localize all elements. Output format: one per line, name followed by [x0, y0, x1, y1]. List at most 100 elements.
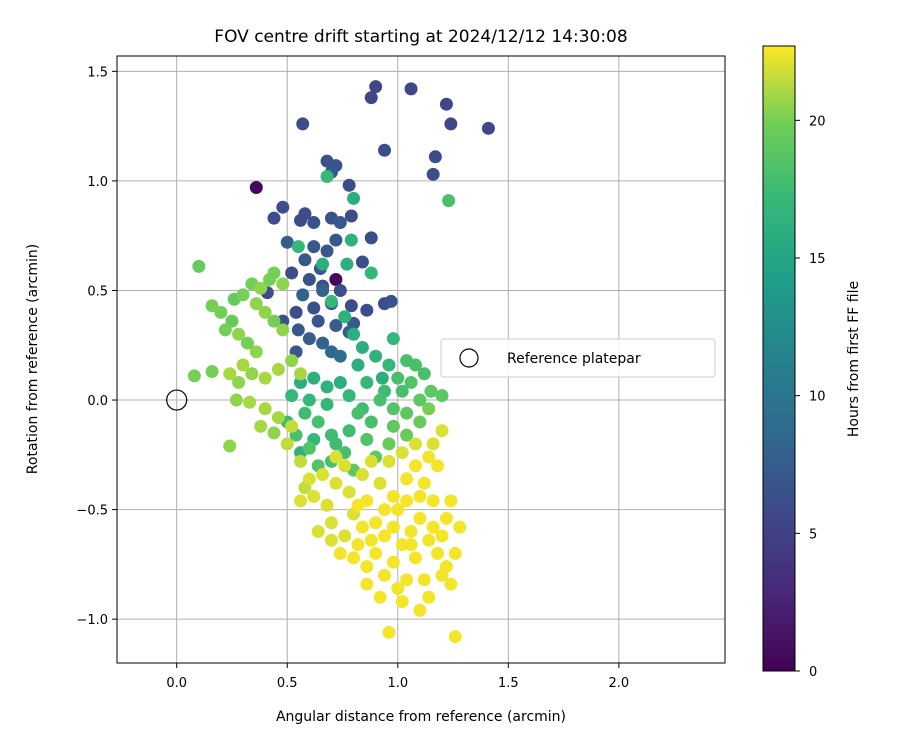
y-tick-label: 1.5 [87, 65, 108, 80]
data-point [298, 207, 312, 221]
data-point [320, 397, 334, 411]
data-point [355, 255, 369, 269]
data-point [431, 546, 445, 560]
data-point [333, 546, 347, 560]
data-point [422, 402, 436, 416]
data-point [320, 244, 334, 258]
data-point [291, 240, 305, 254]
data-point [280, 235, 294, 249]
data-point [258, 305, 272, 319]
x-tick-label: 0.0 [166, 676, 187, 691]
data-point [435, 389, 449, 403]
data-point [205, 299, 219, 313]
data-point [364, 231, 378, 245]
data-point [338, 310, 352, 324]
data-point [400, 494, 414, 508]
data-point [307, 240, 321, 254]
data-point [285, 419, 299, 433]
data-point [333, 283, 347, 297]
data-point [329, 450, 343, 464]
data-point [351, 498, 365, 512]
data-point [218, 323, 232, 337]
data-point [311, 314, 325, 328]
data-point [364, 91, 378, 105]
data-point [307, 216, 321, 230]
data-point [276, 200, 290, 214]
data-point [307, 371, 321, 385]
data-point [347, 551, 361, 565]
data-point [344, 209, 358, 223]
data-point [382, 625, 396, 639]
data-point [192, 259, 206, 273]
x-axis-ticks: 0.0 0.5 1.0 1.5 2.0 [166, 663, 629, 691]
data-point [355, 468, 369, 482]
data-points [187, 80, 495, 644]
data-point [258, 371, 272, 385]
data-point [481, 121, 495, 135]
legend: Reference platepar [440, 338, 716, 378]
data-point [408, 358, 422, 372]
data-point [296, 288, 310, 302]
data-point [254, 281, 268, 295]
data-point [267, 266, 281, 280]
data-point [316, 283, 330, 297]
chart-title: FOV centre drift starting at 2024/12/12 … [214, 27, 627, 47]
data-point [373, 590, 387, 604]
data-point [426, 437, 440, 451]
data-point [408, 459, 422, 473]
data-point [329, 437, 343, 451]
data-point [302, 332, 316, 346]
data-point [307, 489, 321, 503]
data-point [400, 406, 414, 420]
data-point [302, 273, 316, 287]
data-point [294, 494, 308, 508]
colorbar-tick-label: 0 [809, 665, 817, 680]
data-point [311, 415, 325, 429]
data-point [408, 551, 422, 565]
data-point [344, 233, 358, 247]
data-point [316, 468, 330, 482]
data-point [413, 489, 427, 503]
data-point [285, 266, 299, 280]
data-point [329, 273, 343, 287]
data-point [382, 437, 396, 451]
data-point [329, 476, 343, 490]
data-point [342, 178, 356, 192]
data-point [267, 426, 281, 440]
data-point [338, 529, 352, 543]
data-point [243, 395, 257, 409]
legend-marker [459, 348, 479, 368]
data-point [378, 568, 392, 582]
data-point [351, 358, 365, 372]
y-axis-ticks: −1.0 −0.5 0.0 0.5 1.0 1.5 [76, 65, 117, 628]
data-point [386, 419, 400, 433]
colorbar-tick-label: 20 [809, 114, 826, 129]
data-point [294, 367, 308, 381]
data-point [342, 424, 356, 438]
data-point [375, 371, 389, 385]
data-point [249, 180, 263, 194]
data-point [333, 216, 347, 230]
data-point [285, 389, 299, 403]
data-point [307, 301, 321, 315]
data-point [442, 194, 456, 208]
data-point [205, 365, 219, 379]
data-point [223, 367, 237, 381]
x-tick-label: 1.0 [387, 676, 408, 691]
plot-frame [116, 55, 726, 664]
data-point [302, 472, 316, 486]
data-point [391, 371, 405, 385]
colorbar-gradient [762, 45, 796, 672]
data-point [249, 345, 263, 359]
x-axis-label: Angular distance from reference (arcmin) [276, 709, 566, 725]
x-tick-label: 2.0 [609, 676, 630, 691]
data-point [289, 305, 303, 319]
data-point [444, 494, 458, 508]
y-tick-label: 0.0 [87, 394, 108, 409]
data-point [408, 437, 422, 451]
data-point [413, 603, 427, 617]
data-point [391, 503, 405, 517]
legend-box [440, 338, 716, 378]
data-point [373, 476, 387, 490]
